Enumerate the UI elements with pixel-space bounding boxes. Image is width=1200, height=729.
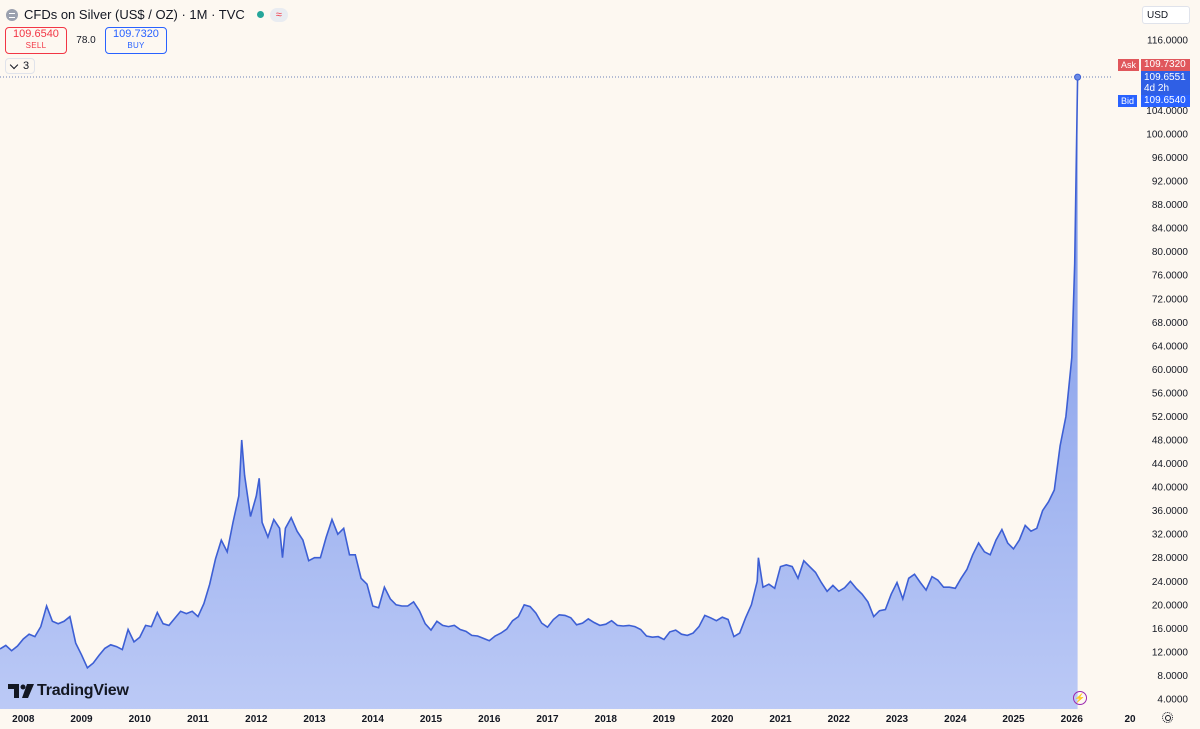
x-tick-label: 2015 [420, 714, 443, 725]
symbol-header[interactable]: CFDs on Silver (US$ / OZ) · 1M · TVC ≈ [6, 7, 288, 22]
sell-label: SELL [25, 41, 47, 50]
y-tick-label: 100.0000 [1146, 129, 1188, 140]
y-tick-label: 76.0000 [1152, 271, 1189, 282]
y-tick-label: 64.0000 [1152, 341, 1189, 352]
x-tick-label: 20 [1124, 714, 1136, 725]
y-tick-label: 72.0000 [1152, 294, 1189, 305]
tradingview-logo-icon [8, 684, 34, 698]
x-tick-label: 2021 [769, 714, 792, 725]
y-tick-label: 16.0000 [1152, 624, 1189, 635]
price-axis: 116.0000112.0000108.0000104.0000100.0000… [1146, 35, 1188, 705]
x-tick-label: 2025 [1002, 714, 1025, 725]
y-tick-label: 56.0000 [1152, 388, 1189, 399]
buy-button[interactable]: 109.7320 BUY [105, 27, 167, 54]
last-point-marker [1074, 73, 1082, 81]
y-tick-label: 104.0000 [1146, 106, 1188, 117]
x-tick-label: 2026 [1061, 714, 1084, 725]
y-tick-label: 32.0000 [1152, 530, 1189, 541]
price-area [0, 77, 1078, 710]
indicators-count: 3 [23, 60, 30, 72]
x-tick-label: 2016 [478, 714, 501, 725]
y-tick-label: 20.0000 [1152, 600, 1189, 611]
ask-label: Ask [1118, 59, 1140, 71]
lightning-icon[interactable]: ⚡ [1073, 691, 1087, 705]
y-tick-label: 4.0000 [1157, 695, 1188, 706]
x-tick-label: 2012 [245, 714, 268, 725]
y-tick-label: 116.0000 [1147, 35, 1188, 46]
bid-label: Bid [1118, 95, 1138, 107]
symbol-title: CFDs on Silver (US$ / OZ) · 1M · TVC [24, 7, 245, 22]
buy-label: BUY [127, 41, 145, 50]
y-tick-label: 60.0000 [1152, 365, 1189, 376]
y-tick-label: 28.0000 [1152, 553, 1189, 564]
x-tick-label: 2014 [362, 714, 385, 725]
y-tick-label: 48.0000 [1152, 436, 1189, 447]
x-tick-label: 2008 [12, 714, 35, 725]
y-tick-label: 24.0000 [1152, 577, 1189, 588]
time-axis: 2008 2009 2010 2011 2012 2013 2014 2015 2016 2017… [12, 714, 1136, 725]
y-tick-label: 44.0000 [1152, 459, 1189, 470]
gear-icon[interactable] [1162, 712, 1173, 723]
y-tick-label: 84.0000 [1152, 224, 1189, 235]
x-tick-label: 2009 [70, 714, 93, 725]
spread-value: 78.0 [76, 35, 96, 46]
y-tick-label: 68.0000 [1152, 318, 1189, 329]
y-tick-label: 8.0000 [1157, 671, 1188, 682]
ask-value: 109.7320 [1141, 59, 1190, 71]
x-tick-label: 2010 [129, 714, 152, 725]
currency-selector[interactable]: USD [1142, 6, 1190, 24]
last-price-tag: 109.6551 4d 2h [1141, 71, 1190, 95]
y-tick-label: 96.0000 [1152, 153, 1189, 164]
x-tick-label: 2011 [187, 714, 209, 725]
tradingview-logo[interactable]: TradingView [8, 682, 129, 700]
x-tick-label: 2022 [828, 714, 851, 725]
price-line [0, 77, 1079, 670]
buy-price: 109.7320 [113, 28, 159, 40]
y-tick-label: 88.0000 [1152, 200, 1189, 211]
x-tick-label: 2013 [303, 714, 326, 725]
bar-countdown: 4d 2h [1144, 83, 1170, 94]
indicators-toggle-button[interactable]: 3 [5, 58, 36, 74]
sell-button[interactable]: 109.6540 SELL [5, 27, 67, 54]
y-tick-label: 52.0000 [1152, 412, 1189, 423]
x-tick-label: 2023 [886, 714, 909, 725]
chevron-down-icon [9, 60, 19, 69]
silver-symbol-icon [6, 8, 18, 21]
x-tick-label: 2024 [944, 714, 967, 725]
last-price-value: 109.6551 [1144, 72, 1186, 83]
y-tick-label: 92.0000 [1152, 177, 1189, 188]
y-tick-label: 12.0000 [1152, 647, 1189, 658]
sell-price: 109.6540 [13, 28, 59, 40]
y-tick-label: 40.0000 [1152, 483, 1189, 494]
x-tick-label: 2019 [653, 714, 676, 725]
x-tick-label: 2018 [595, 714, 618, 725]
trade-panel: 109.6540 SELL 78.0 109.7320 BUY [5, 27, 167, 54]
y-tick-label: 80.0000 [1152, 247, 1189, 258]
x-tick-label: 2017 [536, 714, 559, 725]
bid-value: 109.6540 [1141, 95, 1190, 107]
replay-wave-icon[interactable]: ≈ [269, 7, 288, 22]
market-open-icon [256, 11, 264, 18]
x-tick-label: 2020 [711, 714, 734, 725]
logo-text: TradingView [37, 682, 129, 699]
y-tick-label: 36.0000 [1152, 506, 1189, 517]
